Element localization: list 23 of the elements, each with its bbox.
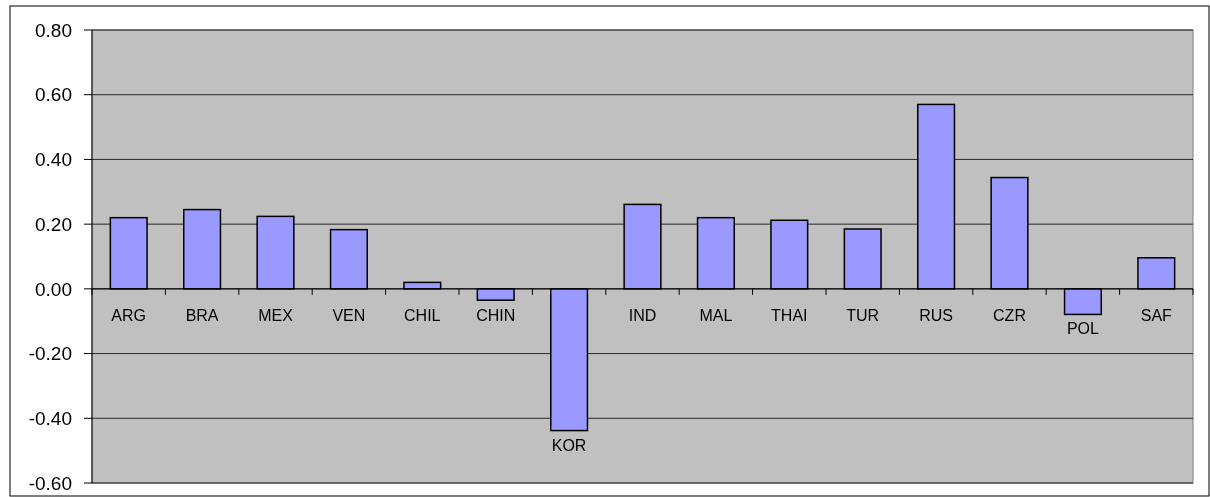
x-tick-label: IND [628, 306, 657, 324]
y-tick-label: 0.60 [35, 84, 72, 106]
y-tick-label: -0.20 [28, 343, 72, 365]
x-tick-label: BRA [185, 306, 219, 324]
x-tick-label: KOR [551, 436, 587, 454]
x-tick-label: CZR [993, 306, 1026, 324]
x-tick-label: POL [1066, 320, 1100, 338]
y-tick-label: 0.40 [35, 149, 72, 171]
x-tick-label: THAI [771, 306, 808, 324]
y-tick-label: 0.20 [35, 213, 72, 235]
x-tick-label: RUS [919, 306, 953, 324]
x-tick-label: CHIN [476, 306, 516, 324]
x-tick-label: TUR [846, 306, 880, 324]
x-tick-label: CHIL [404, 306, 441, 324]
y-tick-label: 0.00 [35, 278, 72, 300]
x-tick-label: MAL [699, 306, 733, 324]
y-tick-label: -0.40 [28, 407, 72, 429]
x-tick-label: SAF [1140, 306, 1173, 324]
x-tick-label: ARG [111, 306, 147, 324]
y-tick-label: -0.60 [28, 472, 72, 494]
y-tick-label: 0.80 [35, 19, 72, 41]
x-tick-label: VEN [332, 306, 366, 324]
x-tick-label: MEX [258, 306, 294, 324]
